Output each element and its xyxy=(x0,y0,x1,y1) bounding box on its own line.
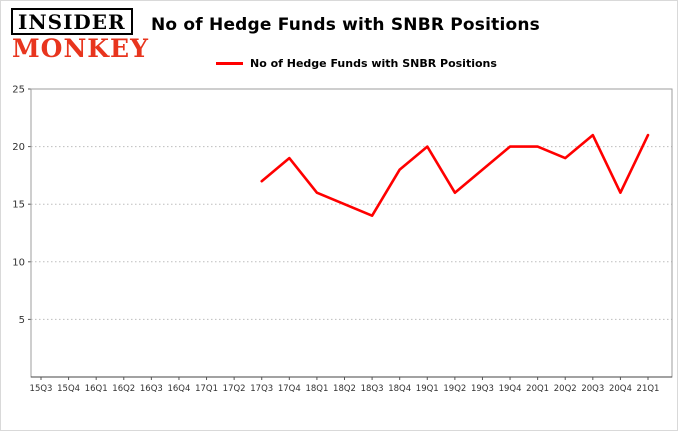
x-tick-label: 16Q2 xyxy=(112,384,135,394)
legend-line-swatch xyxy=(216,62,243,65)
x-tick-label: 19Q3 xyxy=(471,384,494,394)
x-tick-label: 18Q1 xyxy=(305,384,328,394)
x-tick-label: 18Q4 xyxy=(388,384,411,394)
x-tick-label: 17Q3 xyxy=(250,384,273,394)
legend-label: No of Hedge Funds with SNBR Positions xyxy=(250,57,497,70)
x-tick-label: 19Q1 xyxy=(416,384,439,394)
x-tick-label: 18Q3 xyxy=(361,384,384,394)
x-tick-label: 15Q4 xyxy=(57,384,80,394)
x-tick-label: 20Q2 xyxy=(554,384,577,394)
y-tick-label: 10 xyxy=(12,257,25,268)
x-tick-label: 16Q1 xyxy=(85,384,108,394)
x-tick-label: 16Q4 xyxy=(167,384,190,394)
x-tick-label: 19Q4 xyxy=(499,384,522,394)
x-tick-label: 20Q3 xyxy=(581,384,604,394)
chart-title: No of Hedge Funds with SNBR Positions xyxy=(151,15,540,35)
y-tick-label: 5 xyxy=(19,315,25,326)
x-tick-label: 20Q1 xyxy=(526,384,549,394)
y-tick-label: 15 xyxy=(12,200,25,211)
plot-border xyxy=(30,88,673,378)
x-tick-label: 17Q4 xyxy=(278,384,301,394)
x-tick-label: 17Q2 xyxy=(223,384,246,394)
data-line xyxy=(260,133,650,217)
y-tick-label: 20 xyxy=(12,142,25,153)
logo-text-insider: INSIDER xyxy=(11,8,133,35)
x-tick-label: 19Q2 xyxy=(443,384,466,394)
x-tick-label: 20Q4 xyxy=(609,384,632,394)
x-tick-label: 15Q3 xyxy=(30,384,53,394)
chart-legend: No of Hedge Funds with SNBR Positions xyxy=(216,57,497,70)
insider-monkey-logo: INSIDER MONKEY xyxy=(11,8,149,63)
x-tick-label: 17Q1 xyxy=(195,384,218,394)
x-tick-label: 16Q3 xyxy=(140,384,163,394)
logo-text-monkey: MONKEY xyxy=(12,34,149,63)
x-tick-label: 21Q1 xyxy=(637,384,660,394)
y-tick-label: 25 xyxy=(12,85,25,96)
x-tick-label: 18Q2 xyxy=(333,384,356,394)
